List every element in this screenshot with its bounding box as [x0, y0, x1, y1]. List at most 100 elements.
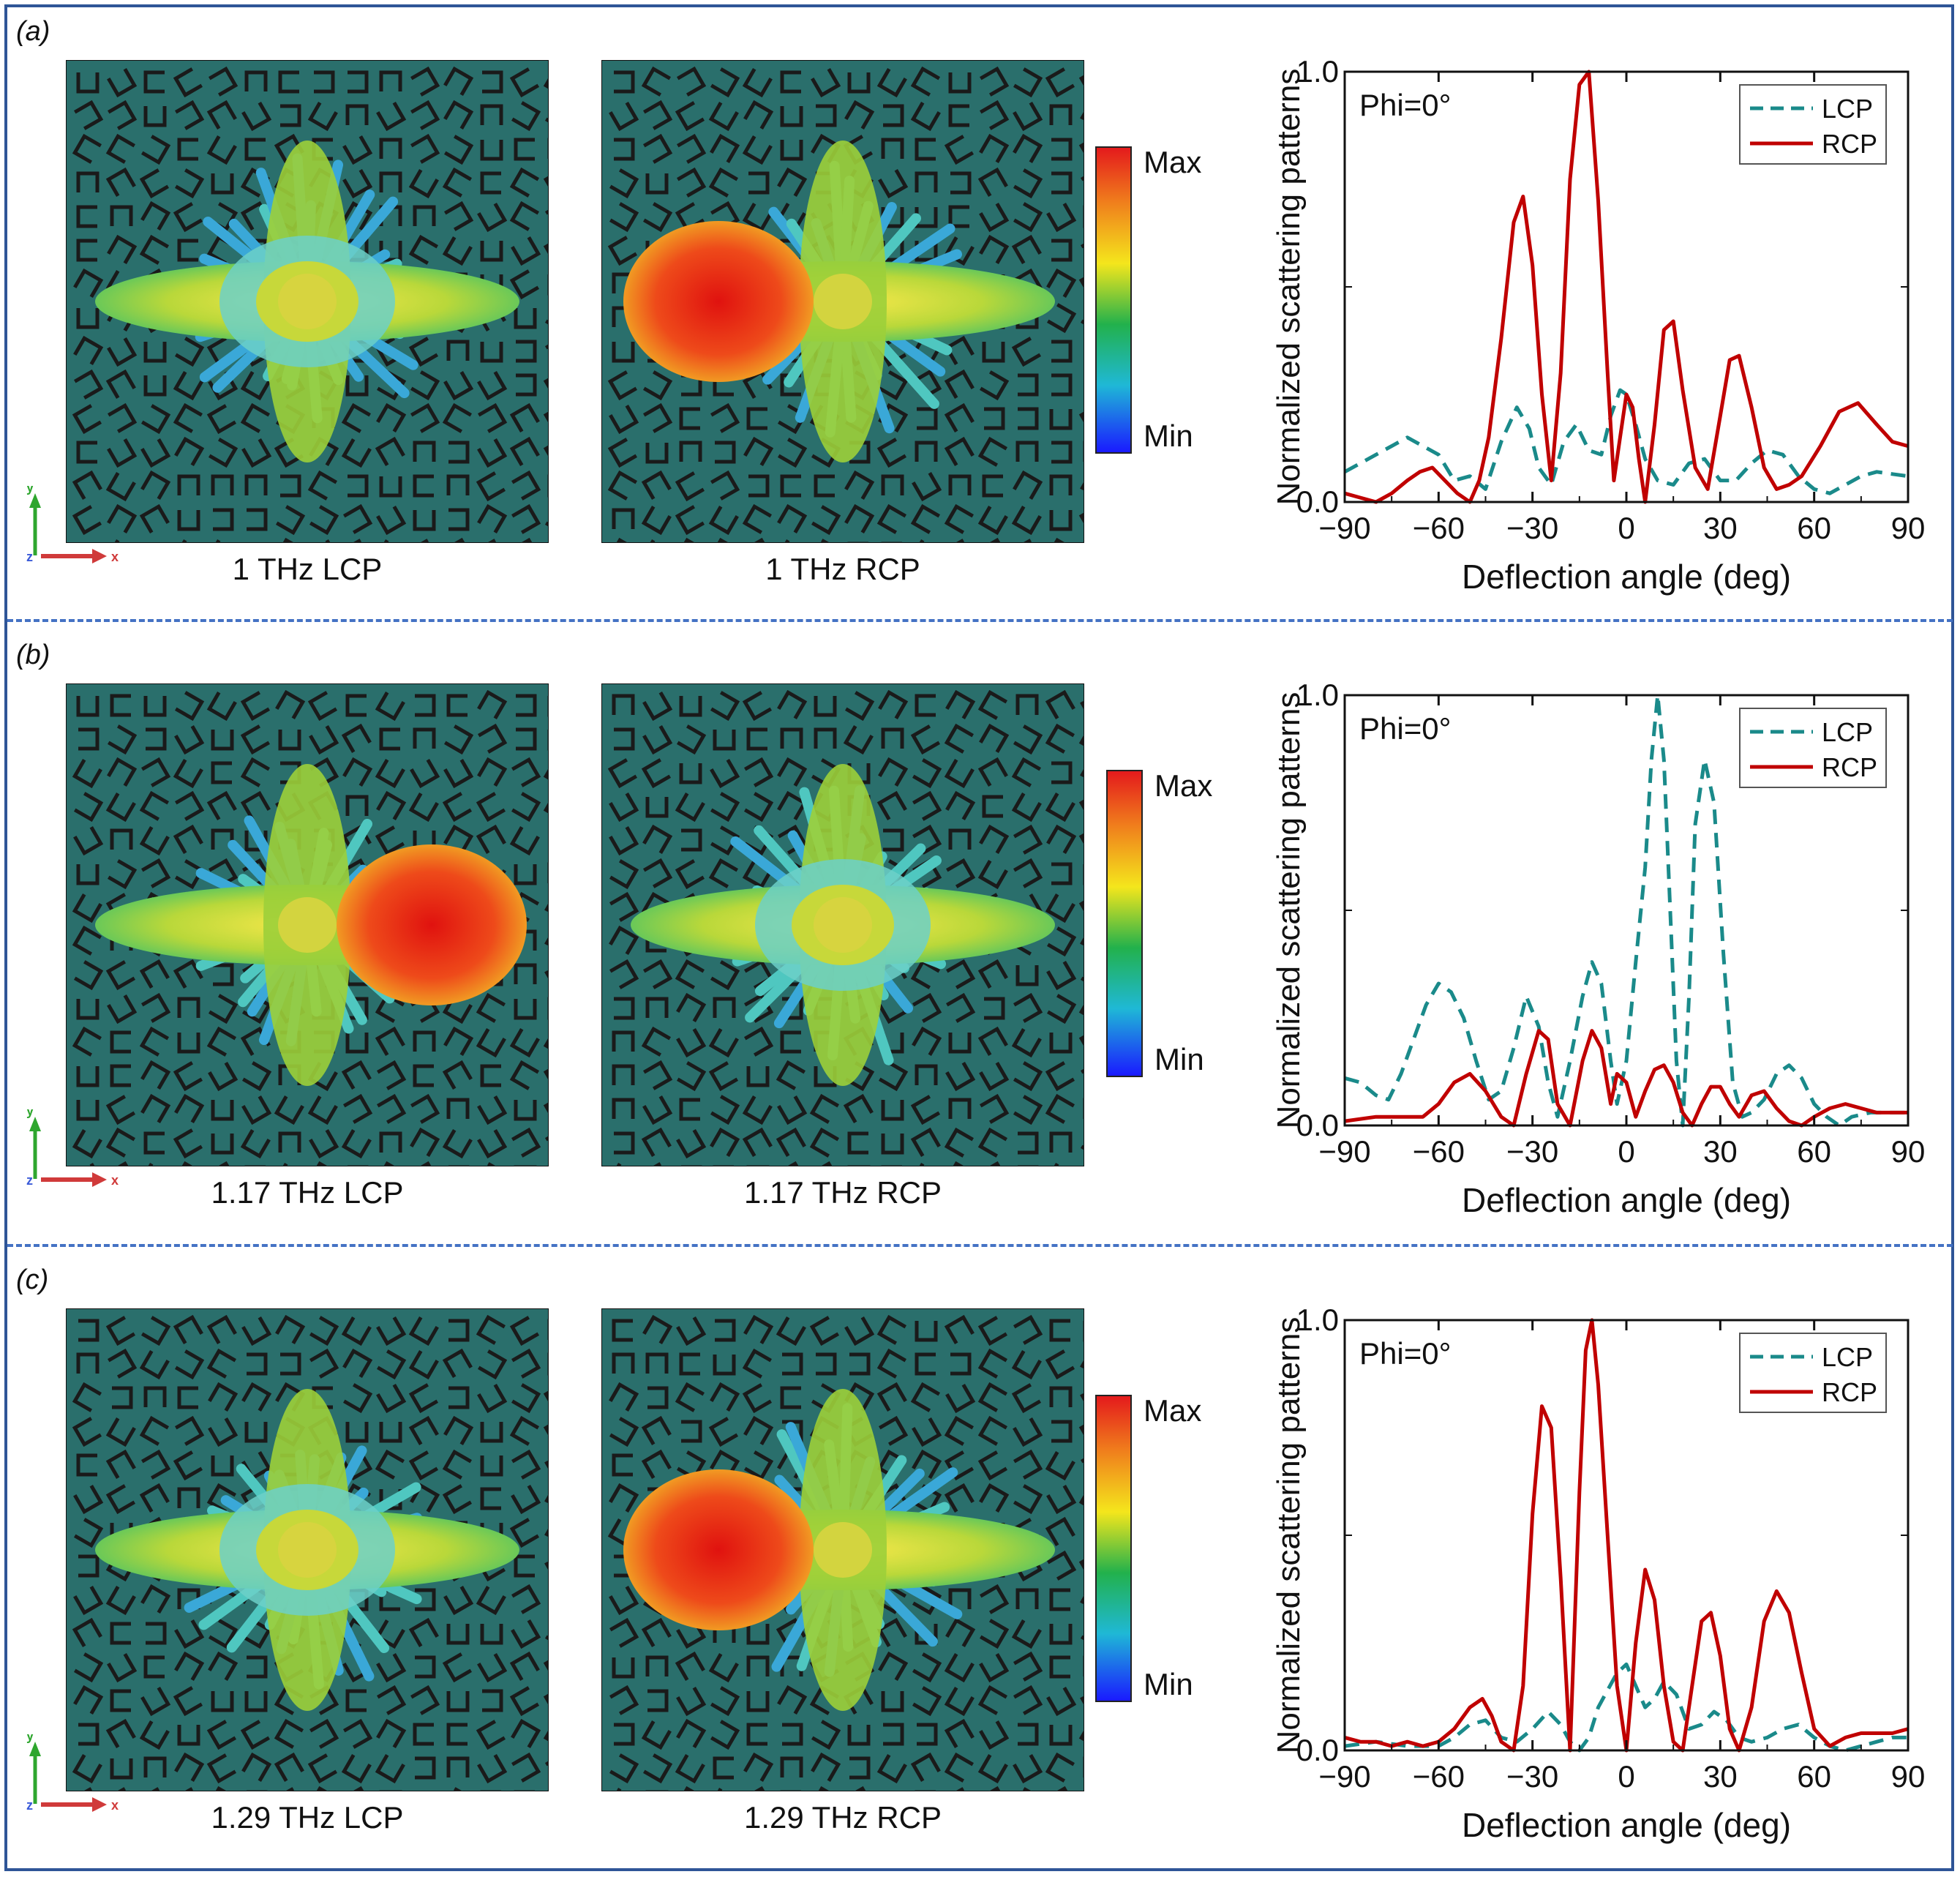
x-tick-label: −30: [1506, 1134, 1558, 1169]
x-tick-label: −60: [1413, 511, 1465, 545]
triad-y-label: y: [26, 1734, 34, 1743]
x-tick-label: 0: [1618, 1759, 1634, 1794]
x-arrow-icon: [92, 1172, 107, 1187]
image-caption-lcp: 1.17 THz LCP: [211, 1175, 404, 1210]
x-axis-label: Deflection angle (deg): [1462, 1181, 1791, 1219]
panel-label: (b): [16, 640, 50, 670]
x-arrow-icon: [92, 549, 107, 563]
triad-x-label: x: [111, 1173, 119, 1188]
colorbar-max-label: Max: [1144, 1393, 1202, 1428]
triad-z-label: z: [26, 1173, 33, 1188]
x-tick-label: 90: [1891, 511, 1926, 545]
y-arrow-icon: [29, 1742, 41, 1756]
x-arrow-icon: [92, 1797, 107, 1812]
far-field-pattern: [95, 1389, 519, 1711]
x-tick-label: 90: [1891, 1759, 1926, 1794]
x-tick-label: 90: [1891, 1134, 1926, 1169]
panel-divider: [7, 619, 1953, 622]
image-caption-rcp: 1.17 THz RCP: [744, 1175, 942, 1210]
y-tick-label: 1.0: [1296, 1303, 1339, 1337]
axis-triad: y z x: [26, 1734, 119, 1813]
x-tick-label: −30: [1506, 1759, 1558, 1794]
legend-label-lcp: LCP: [1822, 717, 1873, 747]
colorbar: [1095, 146, 1132, 454]
metasurface-pattern: [601, 1308, 1084, 1791]
series-line-rcp: [1344, 70, 1909, 504]
x-tick-label: −90: [1318, 1134, 1370, 1169]
y-tick-label: 1.0: [1296, 54, 1339, 89]
metasurface-pattern: [66, 683, 549, 1166]
y-tick-label: 0.0: [1296, 1733, 1339, 1767]
far-field-pattern: [631, 764, 1055, 1086]
x-tick-label: 30: [1703, 511, 1738, 545]
triad-x-label: x: [111, 1798, 119, 1813]
phi-annotation: Phi=0°: [1359, 88, 1451, 122]
x-tick-label: −60: [1413, 1134, 1465, 1169]
axis-triad: y z x: [26, 1109, 119, 1188]
x-tick-label: 60: [1797, 1134, 1831, 1169]
legend: LCP RCP: [1739, 84, 1887, 165]
image-caption-lcp: 1.29 THz LCP: [211, 1800, 404, 1835]
y-tick-label: 1.0: [1296, 678, 1339, 712]
x-tick-label: −60: [1413, 1759, 1465, 1794]
panel-divider: [7, 1244, 1953, 1247]
x-tick-label: 60: [1797, 1759, 1831, 1794]
far-field-pattern: [623, 141, 1055, 462]
x-tick-label: −90: [1318, 511, 1370, 545]
colorbar: [1095, 1395, 1132, 1702]
triad-z-label: z: [26, 1798, 33, 1813]
x-tick-label: 30: [1703, 1759, 1738, 1794]
y-tick-label: 0.0: [1296, 484, 1339, 519]
panel-label: (c): [16, 1265, 49, 1295]
axis-triad: y z x: [26, 486, 119, 564]
triad-x-label: x: [111, 550, 119, 564]
series-line-lcp: [1343, 388, 1909, 495]
colorbar-min-label: Min: [1144, 1667, 1193, 1701]
x-tick-label: 60: [1797, 511, 1831, 545]
x-tick-label: −30: [1506, 511, 1558, 545]
figure-frame: [4, 4, 1954, 1871]
x-axis-label: Deflection angle (deg): [1462, 558, 1791, 596]
image-caption-lcp: 1 THz LCP: [232, 552, 383, 586]
metasurface-pattern: [601, 683, 1084, 1166]
x-axis-label: Deflection angle (deg): [1462, 1806, 1791, 1844]
triad-y-label: y: [26, 1109, 34, 1118]
y-axis-label: Normalized scattering patterns: [1271, 1317, 1307, 1754]
phi-annotation: Phi=0°: [1359, 711, 1451, 746]
image-caption-rcp: 1.29 THz RCP: [744, 1800, 942, 1835]
y-tick-label: 0.0: [1296, 1108, 1339, 1142]
x-tick-label: −90: [1318, 1759, 1370, 1794]
series-line-rcp: [1344, 1029, 1908, 1128]
scattering-chart: −90 −60 −30 0 30 60 90 0.0 1.0 Deflection angle (…: [1271, 678, 1926, 1219]
x-tick-label: 0: [1618, 1134, 1634, 1169]
metasurface-pattern: [66, 1308, 549, 1791]
y-axis-label: Normalized scattering patterns: [1271, 69, 1307, 506]
far-field-pattern: [95, 764, 527, 1086]
y-arrow-icon: [29, 493, 41, 508]
legend: LCP RCP: [1739, 1333, 1887, 1413]
far-field-pattern: [95, 141, 519, 462]
unit-cell-grid: [607, 66, 1084, 543]
legend-label-rcp: RCP: [1822, 1377, 1877, 1407]
colorbar: [1106, 770, 1143, 1077]
colorbar-max-label: Max: [1154, 768, 1213, 803]
y-arrow-icon: [29, 1117, 41, 1131]
x-tick-label: 0: [1618, 511, 1634, 545]
image-caption-rcp: 1 THz RCP: [765, 552, 920, 586]
triad-y-label: y: [26, 486, 34, 495]
scattering-chart: −90 −60 −30 0 30 60 90 0.0 1.0 Deflection angle (…: [1271, 1303, 1926, 1844]
y-axis-label: Normalized scattering patterns: [1271, 692, 1307, 1129]
legend-label-lcp: LCP: [1822, 1342, 1873, 1372]
colorbar-max-label: Max: [1144, 145, 1202, 179]
x-tick-label: 30: [1703, 1134, 1738, 1169]
panel-label: (a): [16, 16, 50, 47]
series-line-lcp: [1344, 1662, 1908, 1753]
far-field-pattern: [623, 1389, 1055, 1711]
triad-z-label: z: [26, 550, 33, 564]
phi-annotation: Phi=0°: [1359, 1336, 1451, 1371]
legend-label-lcp: LCP: [1822, 94, 1873, 124]
metasurface-pattern: [601, 60, 1084, 543]
colorbar-min-label: Min: [1154, 1042, 1204, 1076]
metasurface-pattern: [66, 60, 549, 543]
colorbar-min-label: Min: [1144, 419, 1193, 453]
